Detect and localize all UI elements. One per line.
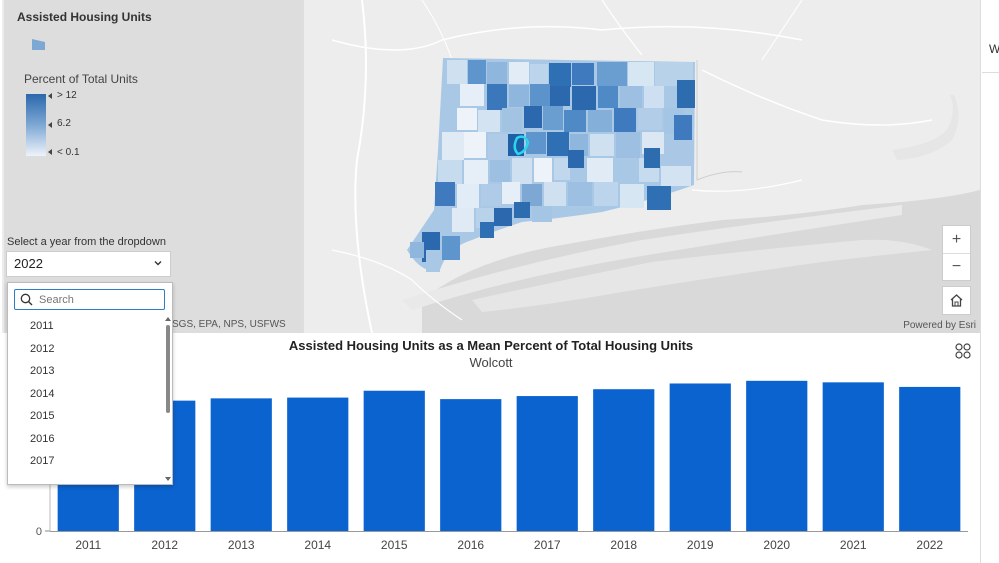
chevron-down-icon [154,261,162,266]
year-select[interactable]: 2022 [6,251,171,277]
right-panel [980,0,999,563]
x-tick-label: 2013 [228,538,255,552]
x-tick-label: 2011 [75,538,101,552]
bar-2013[interactable] [210,398,272,531]
map-attribution[interactable]: SGS, EPA, NPS, USFWS [172,319,286,330]
legend-field-label: Percent of Total Units [24,72,138,86]
year-option[interactable]: 2015 [30,410,55,422]
zoom-controls: + − [942,225,971,281]
bar-2022[interactable] [899,386,961,531]
year-select-label: Select a year from the dropdown [7,236,166,248]
right-panel-tab[interactable]: W [982,32,999,73]
x-tick-label: 2012 [151,538,178,552]
year-option[interactable]: 2016 [30,432,55,445]
chart-title: Assisted Housing Units as a Mean Percent… [288,338,694,353]
bar-2018[interactable] [593,389,655,531]
year-option-list: 2011 2012 2013 2014 2015 2016 2017 [8,315,164,473]
map-view[interactable]: Assisted Housing Units Percent of Total … [2,0,980,333]
scrollbar-thumb[interactable] [166,325,170,413]
ramp-label-high: > 12 [57,90,77,101]
right-panel-tab-label: W [989,42,999,56]
legend-title: Assisted Housing Units [17,10,152,24]
year-search-box[interactable] [14,289,165,310]
connecticut-towns[interactable] [407,58,695,272]
year-option[interactable]: 2014 [30,387,55,400]
x-tick-label: 2020 [763,538,790,552]
ramp-tick-high [48,93,52,99]
ramp-label-low: < 0.1 [57,147,80,158]
bar-2015[interactable] [363,390,425,531]
powered-by-esri[interactable]: Powered by Esri [903,320,976,331]
year-option[interactable]: 2017 [30,455,55,467]
scroll-up-arrow-icon[interactable] [165,317,171,321]
bar-2019[interactable] [669,383,731,531]
polygon-symbol-icon [32,39,45,50]
chart-menu-icon[interactable] [955,343,971,359]
dropdown-scrollbar[interactable] [165,317,171,481]
ramp-label-mid: 6.2 [57,118,71,129]
home-button[interactable] [942,286,971,315]
x-tick-label: 2022 [916,538,943,552]
bar-2021[interactable] [822,382,884,531]
year-dropdown: 2011 2012 2013 2014 2015 2016 2017 [7,282,173,485]
year-option[interactable]: 2012 [30,342,55,355]
zoom-in-button[interactable]: + [943,226,970,254]
x-tick-label: 2018 [610,538,637,552]
y-tick-label: 0 [36,526,42,538]
bar-2020[interactable] [746,380,808,531]
bar-2014[interactable] [287,397,349,531]
year-select-value: 2022 [14,256,43,271]
x-tick-label: 2015 [381,538,408,552]
x-tick-label: 2016 [457,538,484,552]
search-icon [20,293,33,306]
chart-subtitle: Wolcott [469,355,513,370]
x-tick-label: 2021 [840,538,867,552]
year-option[interactable]: 2013 [30,365,55,377]
bar-2017[interactable] [516,396,578,531]
bar-2016[interactable] [440,399,502,531]
ramp-tick-low [48,149,52,155]
basemap [302,0,980,333]
x-tick-label: 2019 [687,538,714,552]
bar-chart: 0220112012201320142015201620172018201920… [36,369,968,552]
year-option[interactable]: 2011 [30,320,54,332]
color-ramp [26,94,46,156]
year-search-input[interactable] [37,291,161,308]
scroll-down-arrow-icon[interactable] [165,477,171,481]
ramp-tick-mid [48,122,52,128]
home-icon [950,294,963,307]
zoom-out-button[interactable]: − [951,258,962,275]
x-tick-label: 2017 [534,538,561,552]
x-tick-label: 2014 [304,538,331,552]
legend-panel: Assisted Housing Units Percent of Total … [4,0,304,333]
